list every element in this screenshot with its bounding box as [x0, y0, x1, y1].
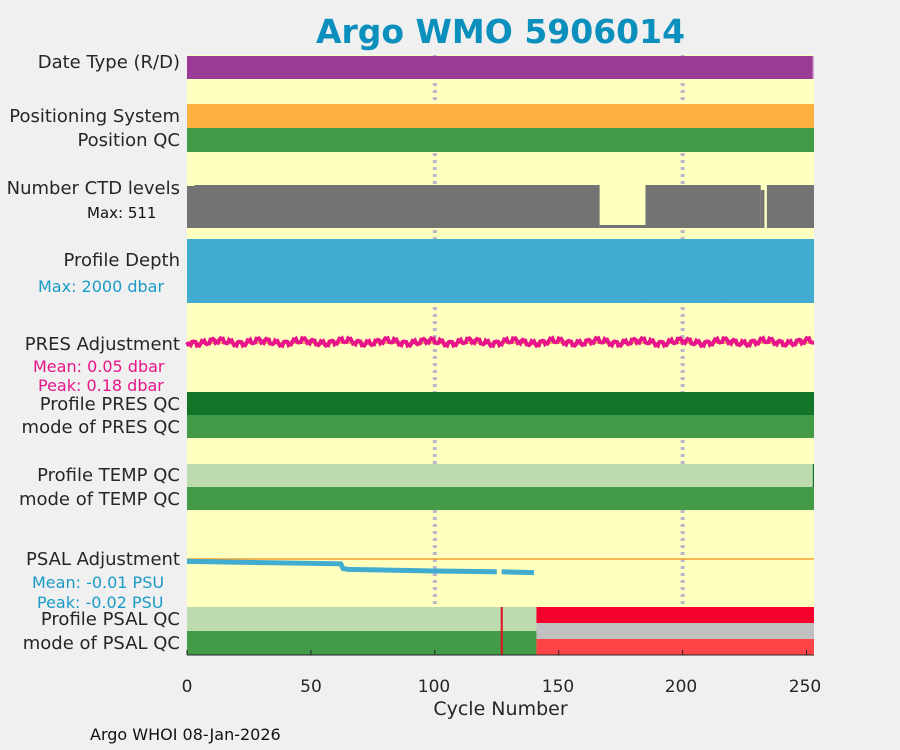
pres-mean-label: Mean: 0.05 dbar [33, 357, 165, 376]
position-qc-bar [187, 128, 814, 152]
ctd-levels-bar [645, 185, 761, 228]
profile-temp-qc-last-cycle [812, 464, 814, 487]
psal-mean-label: Mean: -0.01 PSU [32, 573, 165, 592]
psal-qc-grey-bar [536, 623, 814, 639]
x-axis-label: Cycle Number [433, 698, 568, 720]
psal-peak-label: Peak: -0.02 PSU [37, 593, 164, 612]
mode-pres-qc-bar [187, 415, 814, 438]
chart-title: Argo WMO 5906014 [315, 12, 686, 51]
profile-depth-spike [191, 296, 195, 303]
label-date-type: Date Type (R/D) [37, 52, 180, 73]
profile-depth-bar [187, 239, 814, 303]
depth-max-label: Max: 2000 dbar [38, 277, 165, 296]
mode-psal-qc-bad-bar [536, 639, 814, 655]
label-pres-adjustment: PRES Adjustment [24, 334, 180, 355]
label-profile-psal-qc: Profile PSAL QC [40, 609, 180, 630]
profile-psal-qc-bad-bar [536, 607, 814, 623]
pres-adjustment-line [185, 335, 815, 349]
label-profile-temp-qc: Profile TEMP QC [37, 465, 180, 486]
label-position-qc: Position QC [77, 130, 180, 151]
x-tick-label: 250 [788, 677, 822, 697]
label-mode-psal-qc: mode of PSAL QC [22, 633, 180, 654]
positioning-system-bar [187, 104, 814, 128]
ctd-levels-bar [766, 185, 814, 228]
psal-adjustment-line [501, 569, 535, 576]
x-tick-label: 150 [541, 677, 575, 697]
profile-depth-spike [199, 296, 202, 303]
label-ctd-levels: Number CTD levels [6, 178, 180, 199]
plot-background [187, 55, 814, 655]
profile-depth-spike [194, 296, 197, 303]
label-psal-adjustment: PSAL Adjustment [25, 549, 180, 570]
x-tick-label: 200 [664, 677, 698, 697]
label-mode-temp-qc: mode of TEMP QC [18, 489, 180, 510]
date-type-last-cycle [812, 56, 814, 79]
date-type-bar [187, 56, 813, 79]
label-positioning-system: Positioning System [9, 106, 180, 127]
profile-depth-spike [189, 296, 192, 303]
profile-depth-spike [724, 296, 728, 303]
profile-pres-qc-bar [187, 392, 814, 415]
mode-psal-qc-bar [187, 631, 537, 655]
ctd-max-label: Max: 511 [87, 204, 157, 222]
x-tick-label: 100 [417, 677, 451, 697]
psal-adjustment-line [186, 558, 497, 575]
profile-depth-spike [640, 296, 643, 303]
label-profile-depth: Profile Depth [63, 250, 180, 271]
ctd-levels-bar [187, 185, 600, 228]
mode-temp-qc-bar [187, 487, 814, 510]
profile-temp-qc-bar [187, 464, 813, 487]
x-tick-label: 0 [181, 677, 193, 697]
ctd-levels-bar [760, 190, 765, 228]
label-profile-pres-qc: Profile PRES QC [39, 394, 180, 415]
x-tick-label: 50 [300, 677, 322, 697]
footer-credit: Argo WHOI 08-Jan-2026 [90, 725, 281, 744]
ctd-levels-low-bar [599, 225, 646, 228]
label-mode-pres-qc: mode of PRES QC [21, 417, 180, 438]
profile-psal-qc-bar [187, 607, 537, 631]
pres-peak-label: Peak: 0.18 dbar [38, 376, 164, 395]
